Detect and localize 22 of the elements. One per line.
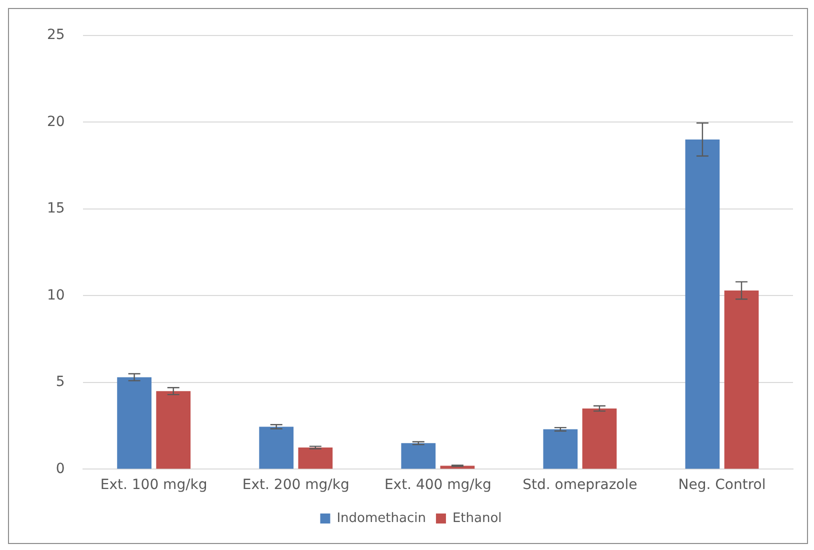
y-tick-label: 5 <box>56 374 65 390</box>
y-tick-label: 25 <box>46 27 65 44</box>
legend-label: Ethanol <box>452 510 502 526</box>
x-tick-label: Ext. 100 mg/kg <box>100 477 208 494</box>
y-tick-label: 10 <box>46 287 65 304</box>
y-tick-label: 15 <box>46 200 65 217</box>
bar <box>156 391 191 469</box>
bar <box>259 426 294 469</box>
bar <box>401 443 436 469</box>
x-tick-label: Ext. 200 mg/kg <box>242 477 350 494</box>
y-tick-label: 0 <box>56 460 65 477</box>
bar <box>298 448 333 469</box>
x-tick-label: Std. omeprazole <box>522 477 638 494</box>
bar <box>543 429 578 469</box>
y-tick-label: 20 <box>46 114 65 130</box>
bar <box>582 408 617 469</box>
bar <box>685 140 720 469</box>
bar <box>117 377 152 469</box>
legend-label: Indomethacin <box>336 510 426 526</box>
x-tick-label: Neg. Control <box>678 477 766 494</box>
bar <box>724 290 759 469</box>
x-tick-label: Ext. 400 mg/kg <box>384 477 492 494</box>
